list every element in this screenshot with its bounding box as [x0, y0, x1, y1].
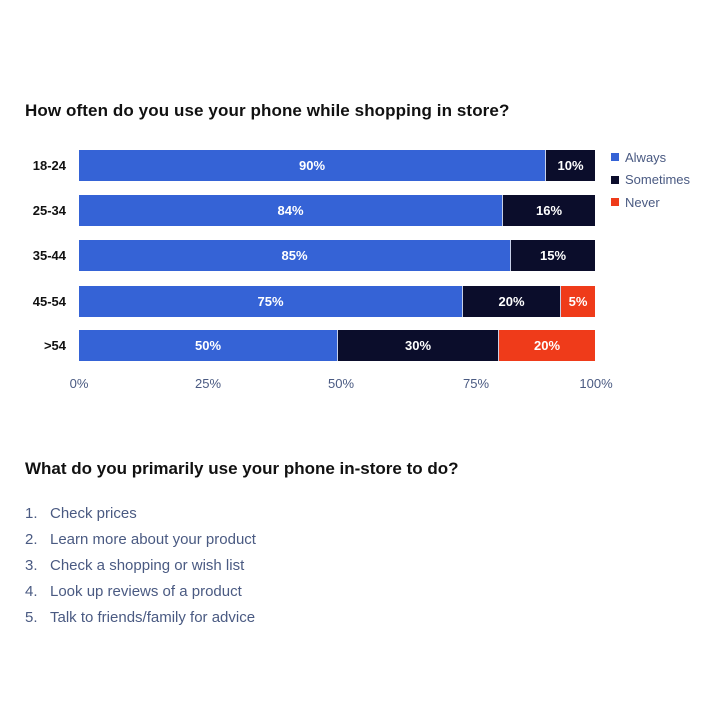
- list-text: Check a shopping or wish list: [50, 556, 245, 574]
- segment-sometimes: 15%: [510, 240, 595, 271]
- segment-always: 75%: [79, 286, 462, 317]
- row-label-45-54: 45-54: [32, 294, 66, 309]
- bar-45-54: 75% 20% 5%: [79, 286, 595, 317]
- list-text: Look up reviews of a product: [50, 582, 242, 600]
- list-item: 1. Check prices: [25, 500, 256, 526]
- row-label-25-34: 25-34: [32, 203, 66, 218]
- legend-label: Always: [625, 149, 667, 165]
- list-text: Talk to friends/family for advice: [50, 608, 256, 626]
- segment-always: 50%: [79, 330, 337, 361]
- list-item: 3. Check a shopping or wish list: [25, 552, 256, 578]
- usage-list: 1. Check prices 2. Learn more about your…: [25, 500, 256, 630]
- x-tick-75: 75%: [462, 376, 490, 391]
- bar-over-54: 50% 30% 20%: [79, 330, 595, 361]
- row-label-18-24: 18-24: [32, 158, 66, 173]
- segment-sometimes: 16%: [502, 195, 595, 226]
- legend-swatch-always: [611, 153, 619, 162]
- row-label-35-44: 35-44: [32, 248, 66, 263]
- bar-35-44: 85% 15%: [79, 240, 595, 271]
- legend-item-always: Always: [611, 146, 690, 169]
- legend-swatch-never: [611, 198, 619, 207]
- chart-legend: Always Sometimes Never: [611, 146, 690, 214]
- list-item: 4. Look up reviews of a product: [25, 578, 256, 604]
- list-number: 1.: [25, 504, 38, 522]
- segment-never: 20%: [498, 330, 595, 361]
- row-label-over-54: >54: [43, 338, 66, 353]
- segment-always: 85%: [79, 240, 510, 271]
- legend-label: Never: [625, 194, 660, 210]
- list-number: 2.: [25, 530, 38, 548]
- x-tick-0: 0%: [69, 376, 89, 391]
- legend-swatch-sometimes: [611, 175, 619, 184]
- list-item: 5. Talk to friends/family for advice: [25, 604, 256, 630]
- bar-18-24: 90% 10%: [79, 150, 595, 181]
- segment-sometimes: 20%: [462, 286, 560, 317]
- legend-item-sometimes: Sometimes: [611, 169, 690, 192]
- section-title: What do you primarily use your phone in-…: [25, 459, 459, 478]
- list-item: 2. Learn more about your product: [25, 526, 256, 552]
- x-tick-100: 100%: [579, 376, 613, 391]
- legend-label: Sometimes: [625, 172, 691, 188]
- list-text: Learn more about your product: [50, 530, 256, 548]
- segment-always: 90%: [79, 150, 545, 181]
- list-number: 3.: [25, 556, 38, 574]
- chart-title: How often do you use your phone while sh…: [25, 101, 510, 120]
- segment-sometimes: 30%: [337, 330, 498, 361]
- segment-sometimes: 10%: [545, 150, 595, 181]
- list-number: 4.: [25, 582, 38, 600]
- list-text: Check prices: [50, 504, 137, 522]
- bar-25-34: 84% 16%: [79, 195, 595, 226]
- x-tick-25: 25%: [194, 376, 222, 391]
- x-tick-50: 50%: [327, 376, 355, 391]
- segment-never: 5%: [560, 286, 595, 317]
- list-number: 5.: [25, 608, 38, 626]
- segment-always: 84%: [79, 195, 502, 226]
- legend-item-never: Never: [611, 191, 690, 214]
